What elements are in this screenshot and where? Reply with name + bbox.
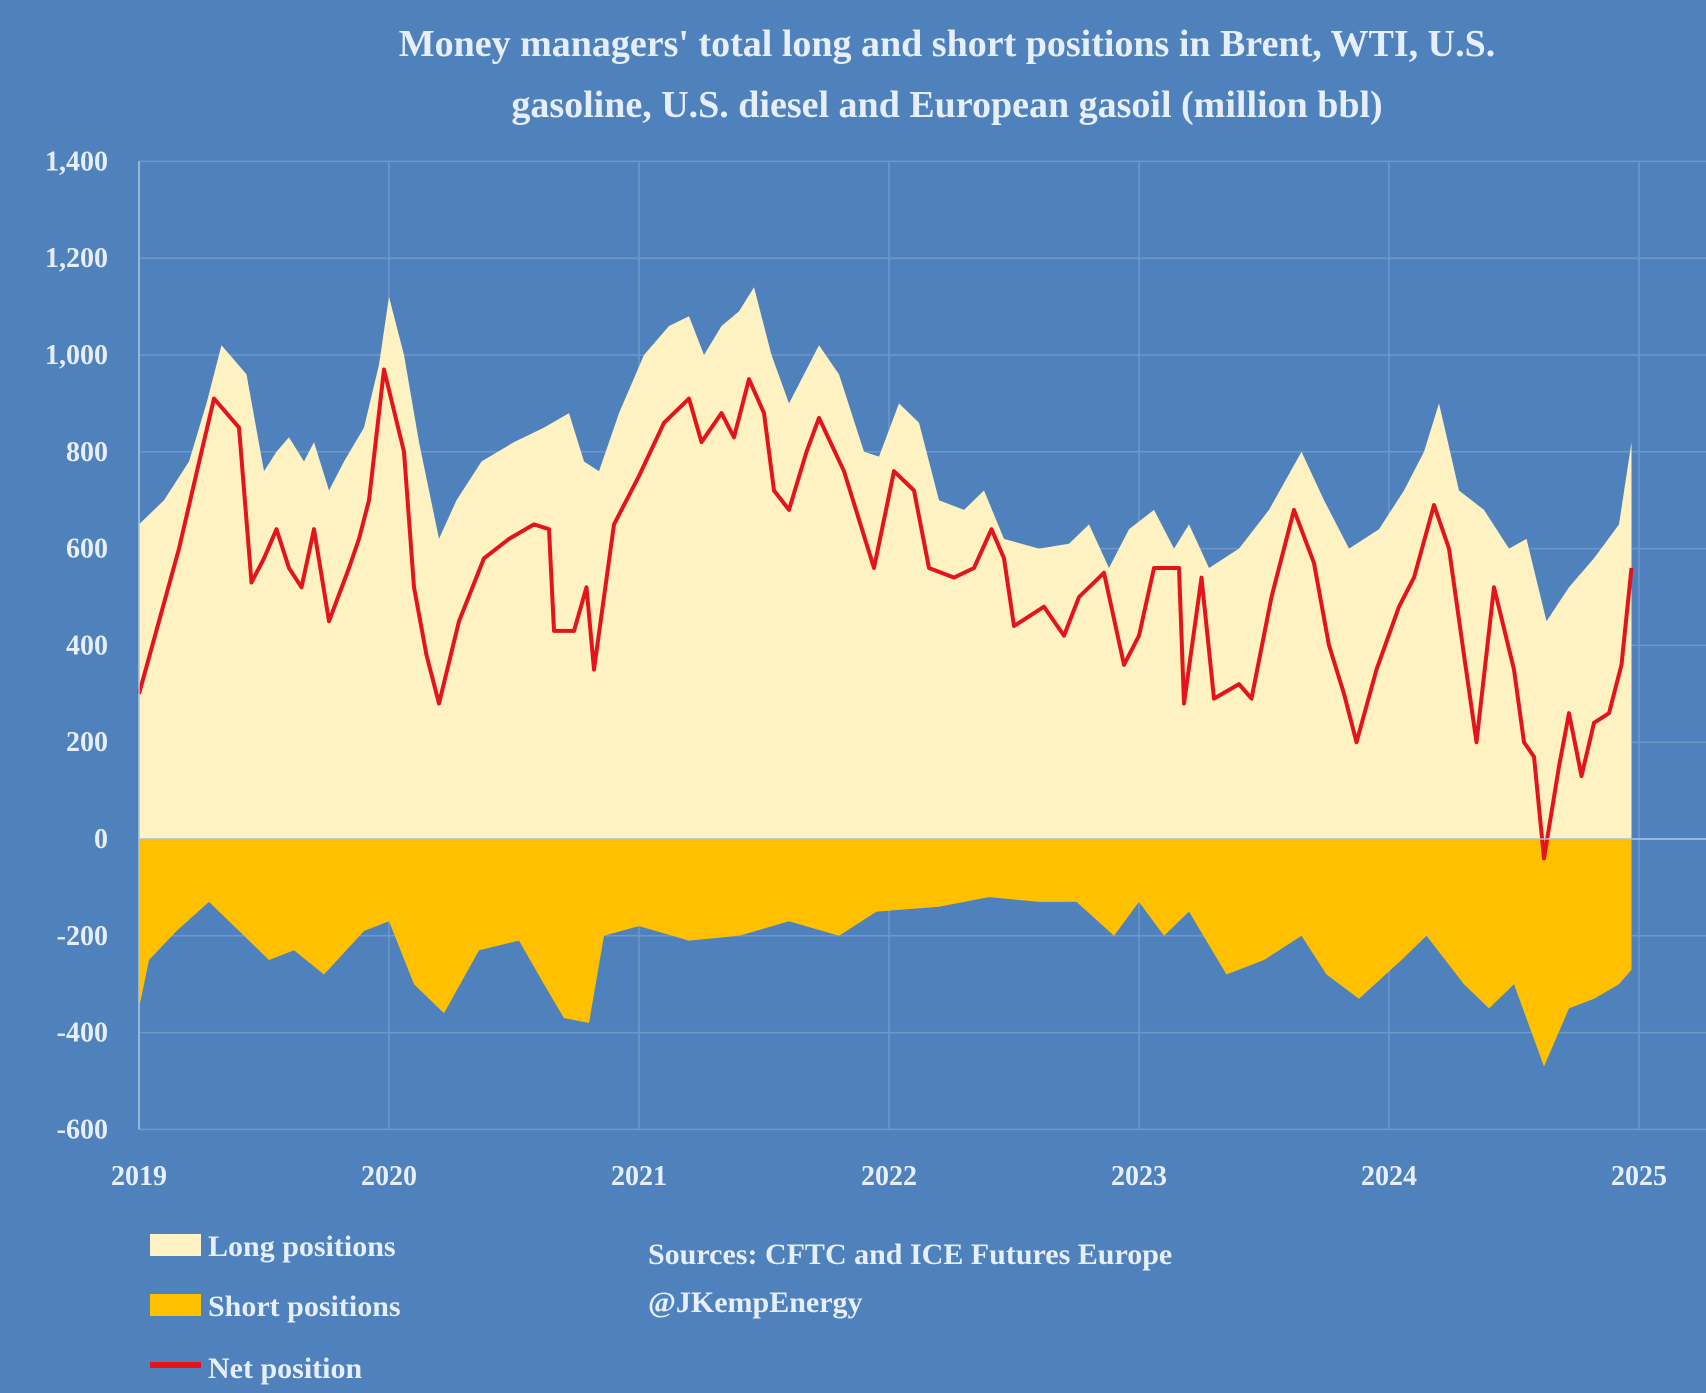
y-tick-label: -200: [57, 921, 108, 952]
y-tick-label: -600: [57, 1114, 108, 1145]
long-positions-area: [139, 287, 1632, 839]
y-axis: 1,400 1,200 1,000 800 600 400 200 0 -200 -400 -600: [45, 146, 108, 1145]
legend-swatch-long: [150, 1234, 201, 1256]
y-tick-label: 200: [66, 727, 108, 758]
x-tick-label: 2021: [611, 1161, 667, 1192]
y-tick-label: 1,000: [45, 340, 108, 371]
x-tick-label: 2019: [111, 1161, 167, 1192]
y-tick-label: 400: [66, 630, 108, 661]
legend: Long positions Short positions Net posit…: [150, 1230, 401, 1385]
net-position-line: [137, 367, 1634, 861]
y-tick-label: -400: [57, 1018, 108, 1049]
legend-swatch-short: [150, 1294, 201, 1316]
y-tick-label: 600: [66, 534, 108, 565]
sources-annotation: Sources: CFTC and ICE Futures Europe: [648, 1238, 1172, 1271]
chart-title-line-2: gasoline, U.S. diesel and European gasoi…: [511, 84, 1382, 126]
legend-label-short: Short positions: [208, 1290, 401, 1323]
y-tick-label: 0: [94, 824, 108, 855]
x-tick-label: 2022: [861, 1161, 917, 1192]
legend-label-net: Net position: [208, 1352, 362, 1385]
x-tick-label: 2023: [1111, 1161, 1167, 1192]
x-axis: 2019 2020 2021 2022 2023 2024 2025: [111, 1161, 1667, 1192]
y-tick-label: 1,200: [45, 243, 108, 274]
x-tick-label: 2025: [1611, 1161, 1667, 1192]
chart-title-line-1: Money managers' total long and short pos…: [399, 23, 1496, 65]
y-tick-label: 1,400: [45, 146, 108, 177]
author-annotation: @JKempEnergy: [648, 1286, 863, 1319]
legend-swatch-net: [150, 1362, 201, 1368]
y-tick-label: 800: [66, 437, 108, 468]
x-tick-label: 2024: [1361, 1161, 1417, 1192]
legend-label-long: Long positions: [208, 1230, 396, 1263]
x-tick-label: 2020: [361, 1161, 417, 1192]
short-positions-area: [139, 839, 1632, 1067]
plot-area: [137, 161, 1706, 1130]
